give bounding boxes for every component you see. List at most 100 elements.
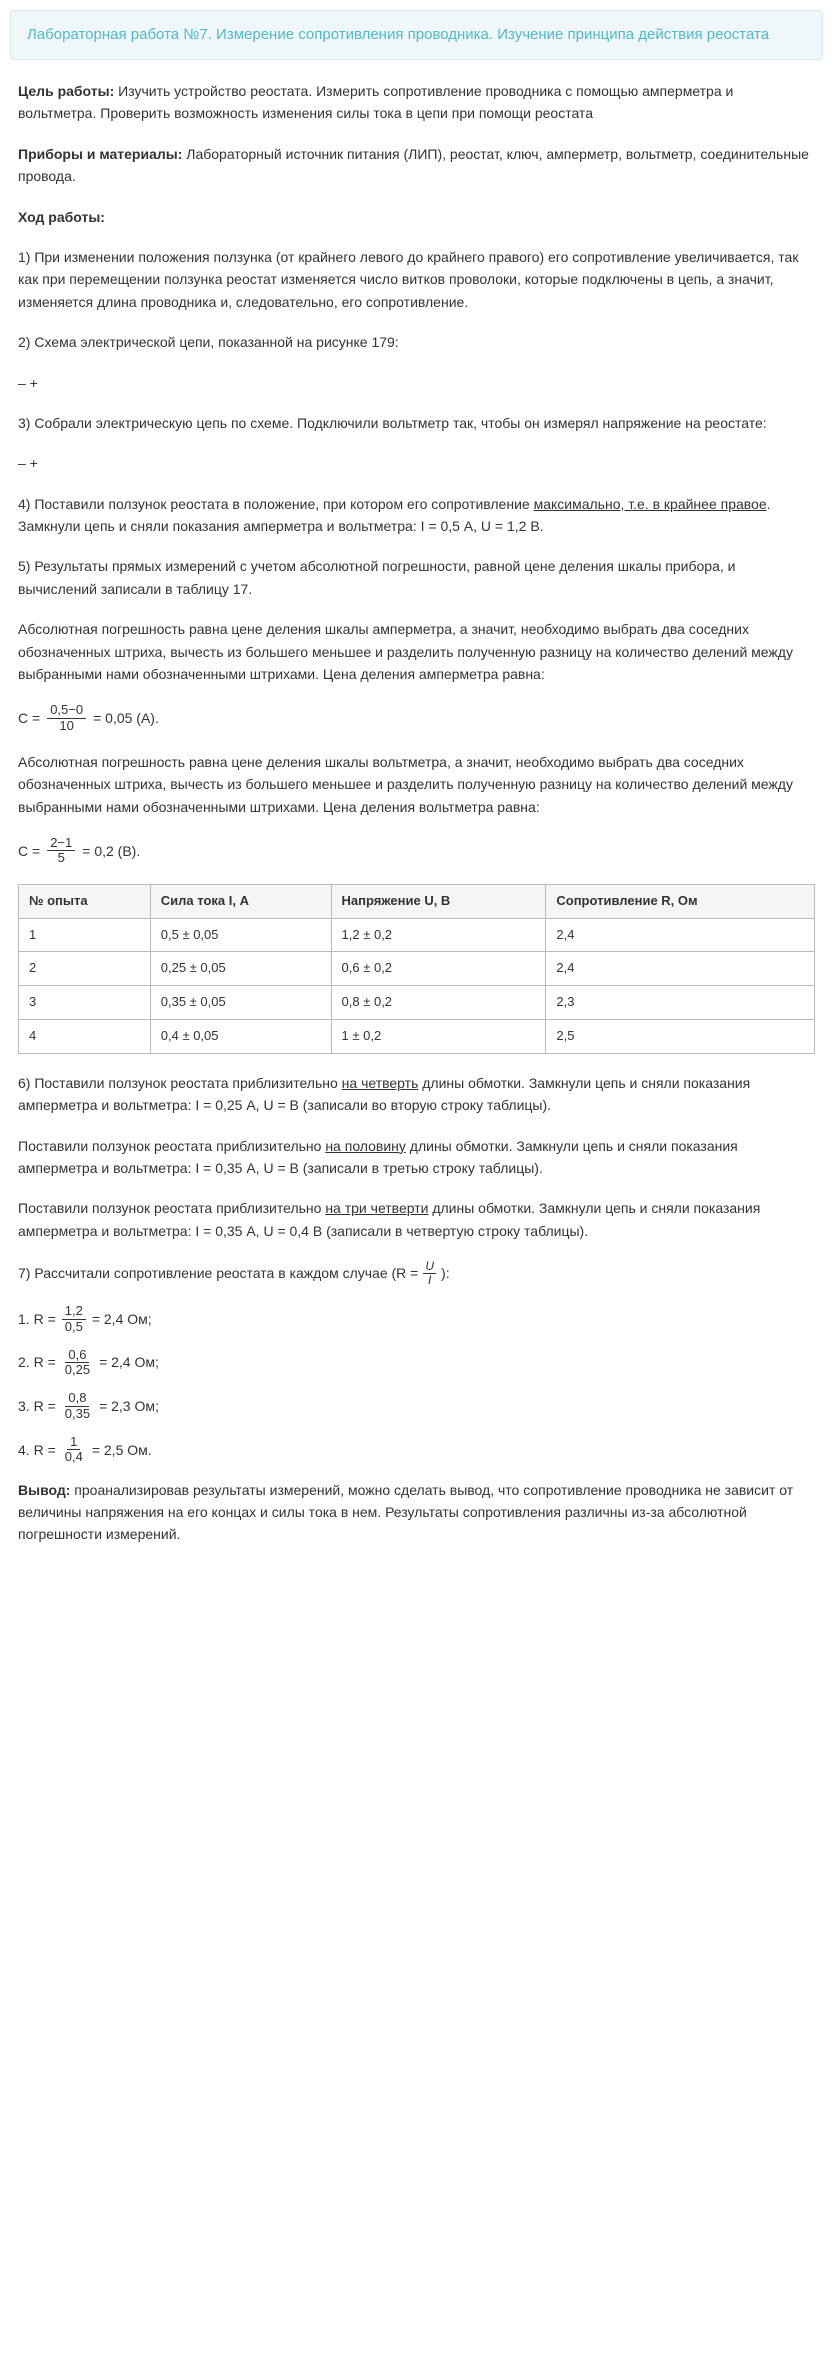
formula-post: = 0,05 (А).: [93, 707, 159, 729]
numerator: U: [423, 1260, 436, 1274]
underline: на три четверти: [325, 1200, 428, 1216]
formula-voltmeter: C = 2−1 5 = 0,2 (В).: [18, 836, 815, 866]
goal-paragraph: Цель работы: Изучить устройство реостата…: [18, 80, 815, 125]
underline: на половину: [325, 1138, 406, 1154]
denominator: 0,5: [62, 1320, 86, 1334]
calc-result: = 2,4 Ом;: [99, 1351, 159, 1373]
lab-title: Лабораторная работа №7. Измерение сопрот…: [27, 26, 769, 43]
step-2: 2) Схема электрической цепи, показанной …: [18, 331, 815, 353]
conclusion: Вывод: проанализировав результаты измере…: [18, 1479, 815, 1546]
procedure-label: Ход работы:: [18, 206, 815, 228]
table-cell: 2: [19, 952, 151, 986]
table-row: 10,5 ± 0,051,2 ± 0,22,4: [19, 918, 815, 952]
step-4-text-a: 4) Поставили ползунок реостата в положен…: [18, 496, 534, 512]
table-cell: 0,5 ± 0,05: [150, 918, 331, 952]
calculation-line: 1. R = 1,20,5 = 2,4 Ом;: [18, 1304, 815, 1334]
fraction: 2−1 5: [47, 836, 75, 866]
calc-label: 2. R =: [18, 1351, 56, 1373]
step-1: 1) При изменении положения ползунка (от …: [18, 246, 815, 313]
calculation-line: 2. R = 0,60,25 = 2,4 Ом;: [18, 1348, 815, 1378]
denominator: 0,35: [62, 1407, 93, 1421]
table-cell: 0,6 ± 0,2: [331, 952, 546, 986]
table-cell: 0,8 ± 0,2: [331, 986, 546, 1020]
step-6-half: Поставили ползунок реостата приблизитель…: [18, 1135, 815, 1180]
table-cell: 1,2 ± 0,2: [331, 918, 546, 952]
fraction: 0,5−0 10: [47, 703, 86, 733]
fraction: 10,4: [62, 1435, 86, 1465]
table-cell: 4: [19, 1019, 151, 1053]
denominator: 5: [55, 851, 68, 865]
table-cell: 2,5: [546, 1019, 815, 1053]
denominator: 10: [56, 719, 76, 733]
fraction: 0,60,25: [62, 1348, 93, 1378]
table-cell: 2,3: [546, 986, 815, 1020]
step-4-underline: максимально, т.е. в крайнее правое: [534, 496, 767, 512]
step-5: 5) Результаты прямых измерений с учетом …: [18, 555, 815, 600]
calculation-line: 4. R = 10,4 = 2,5 Ом.: [18, 1435, 815, 1465]
conclusion-label: Вывод:: [18, 1482, 70, 1498]
step-4: 4) Поставили ползунок реостата в положен…: [18, 493, 815, 538]
col-header: Сопротивление R, Ом: [546, 884, 815, 918]
goal-text: Изучить устройство реостата. Измерить со…: [18, 83, 733, 121]
formula-pre: C =: [18, 707, 40, 729]
table-header-row: № опыта Сила тока I, А Напряжение U, В С…: [19, 884, 815, 918]
calc-result: = 2,4 Ом;: [92, 1308, 152, 1330]
circuit-symbol-2: – +: [18, 452, 815, 474]
col-header: Напряжение U, В: [331, 884, 546, 918]
table-cell: 1 ± 0,2: [331, 1019, 546, 1053]
numerator: 2−1: [47, 836, 75, 851]
absolute-error-voltmeter: Абсолютная погрешность равна цене делени…: [18, 751, 815, 818]
denominator: 0,25: [62, 1363, 93, 1377]
table-cell: 2,4: [546, 952, 815, 986]
numerator: 0,5−0: [47, 703, 86, 718]
step-6-quarter: 6) Поставили ползунок реостата приблизит…: [18, 1072, 815, 1117]
table-row: 20,25 ± 0,050,6 ± 0,22,4: [19, 952, 815, 986]
formula-ammeter: C = 0,5−0 10 = 0,05 (А).: [18, 703, 815, 733]
numerator: 1: [67, 1435, 80, 1450]
numerator: 1,2: [62, 1304, 86, 1319]
step-7: 7) Рассчитали сопротивление реостата в к…: [18, 1260, 815, 1286]
step-7-pre: 7) Рассчитали сопротивление реостата в к…: [18, 1262, 418, 1284]
text-a: Поставили ползунок реостата приблизитель…: [18, 1200, 325, 1216]
results-table: № опыта Сила тока I, А Напряжение U, В С…: [18, 884, 815, 1054]
conclusion-text: проанализировав результаты измерений, мо…: [18, 1482, 793, 1543]
goal-label: Цель работы:: [18, 83, 114, 99]
circuit-symbol-1: – +: [18, 372, 815, 394]
table-cell: 0,25 ± 0,05: [150, 952, 331, 986]
fraction: U I: [423, 1260, 436, 1286]
absolute-error-ammeter: Абсолютная погрешность равна цене делени…: [18, 618, 815, 685]
denominator: I: [426, 1274, 433, 1287]
fraction: 1,20,5: [62, 1304, 86, 1334]
calc-result: = 2,3 Ом;: [99, 1395, 159, 1417]
col-header: № опыта: [19, 884, 151, 918]
underline: на четверть: [342, 1075, 419, 1091]
calc-label: 4. R =: [18, 1439, 56, 1461]
table-cell: 0,35 ± 0,05: [150, 986, 331, 1020]
table-row: 30,35 ± 0,050,8 ± 0,22,3: [19, 986, 815, 1020]
fraction: 0,80,35: [62, 1391, 93, 1421]
lab-title-box: Лабораторная работа №7. Измерение сопрот…: [10, 10, 823, 60]
text-a: 6) Поставили ползунок реостата приблизит…: [18, 1075, 342, 1091]
numerator: 0,8: [65, 1391, 89, 1406]
table-cell: 0,4 ± 0,05: [150, 1019, 331, 1053]
col-header: Сила тока I, А: [150, 884, 331, 918]
equipment-paragraph: Приборы и материалы: Лабораторный источн…: [18, 143, 815, 188]
denominator: 0,4: [62, 1450, 86, 1464]
numerator: 0,6: [65, 1348, 89, 1363]
step-7-post: ):: [441, 1262, 450, 1284]
equipment-label: Приборы и материалы:: [18, 146, 182, 162]
table-row: 40,4 ± 0,051 ± 0,22,5: [19, 1019, 815, 1053]
formula-post: = 0,2 (В).: [82, 840, 140, 862]
content-area: Цель работы: Изучить устройство реостата…: [0, 70, 833, 1574]
calc-label: 3. R =: [18, 1395, 56, 1417]
table-cell: 2,4: [546, 918, 815, 952]
calculation-line: 3. R = 0,80,35 = 2,3 Ом;: [18, 1391, 815, 1421]
formula-pre: C =: [18, 840, 40, 862]
text-a: Поставили ползунок реостата приблизитель…: [18, 1138, 325, 1154]
table-cell: 1: [19, 918, 151, 952]
calc-result: = 2,5 Ом.: [92, 1439, 152, 1461]
table-cell: 3: [19, 986, 151, 1020]
step-6-three-quarters: Поставили ползунок реостата приблизитель…: [18, 1197, 815, 1242]
calc-label: 1. R =: [18, 1308, 56, 1330]
step-3: 3) Собрали электрическую цепь по схеме. …: [18, 412, 815, 434]
